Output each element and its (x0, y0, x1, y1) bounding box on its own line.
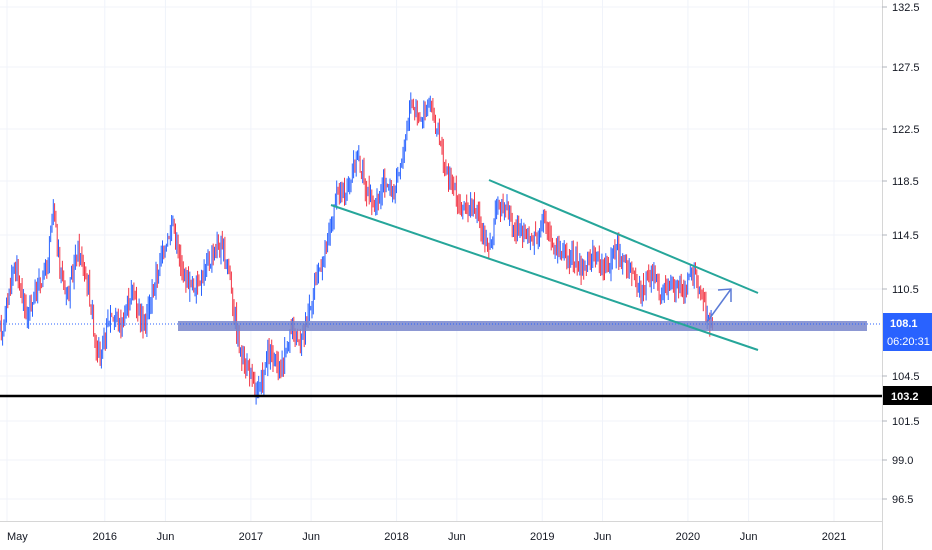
y-tick-label: 110.5 (892, 284, 919, 296)
x-tick-label: 2021 (822, 531, 846, 543)
y-tick-label: 118.5 (892, 176, 919, 188)
support-price-value: 103.2 (891, 391, 919, 403)
y-tick-label: 104.5 (892, 371, 920, 383)
x-tick-label: Jun (740, 531, 758, 543)
channel-lower-line[interactable] (330, 204, 759, 351)
time-axis[interactable]: May 2016 Jun 2017 Jun 2018 Jun 2019 Jun 2020 Jun 20… (7, 531, 846, 543)
x-tick-label: 2017 (239, 531, 263, 543)
x-tick-label: Jun (448, 531, 466, 543)
x-tick-label: 2018 (384, 531, 408, 543)
channel-upper-line[interactable] (488, 179, 759, 294)
current-price-value: 108.1 (890, 318, 918, 330)
y-tick-label: 132.5 (892, 2, 920, 14)
current-price-badge: 108.1 06:20:31 (883, 313, 932, 351)
x-tick-label: 2019 (530, 531, 554, 543)
y-tick-label: 99.0 (892, 455, 913, 467)
x-tick-label: Jun (302, 531, 320, 543)
support-zone[interactable] (178, 321, 867, 331)
candles (0, 92, 713, 405)
forecast-arrowhead (717, 288, 732, 302)
countdown-timer: 06:20:31 (887, 336, 930, 348)
y-tick-label: 114.5 (892, 230, 919, 242)
x-tick-label: Jun (157, 531, 175, 543)
drawings (0, 179, 882, 398)
support-price-badge: 103.2 (883, 386, 932, 405)
x-tick-label: 2016 (93, 531, 117, 543)
x-tick-label: Jun (594, 531, 612, 543)
plot-background (0, 0, 882, 550)
price-axis[interactable]: 132.5 127.5 122.5 118.5 114.5 110.5 104.5 101.5… (882, 2, 920, 506)
y-tick-label: 96.5 (892, 494, 913, 506)
x-tick-label: 2020 (676, 531, 700, 543)
x-tick-label: May (7, 531, 28, 543)
y-tick-label: 101.5 (892, 416, 920, 428)
y-tick-label: 127.5 (892, 62, 920, 74)
y-tick-label: 122.5 (892, 124, 920, 136)
forecast-arrow[interactable] (706, 288, 732, 323)
grid (0, 0, 882, 521)
